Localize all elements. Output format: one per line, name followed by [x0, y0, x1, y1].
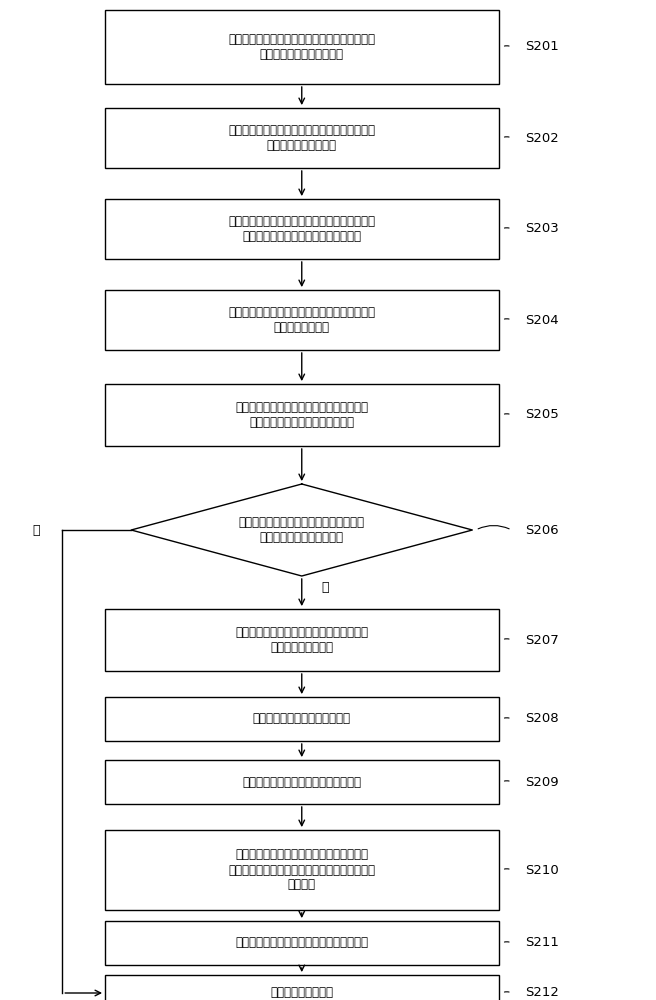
- Text: S211: S211: [525, 936, 559, 950]
- Text: 接收机获得该第一输出信号序列的模值: 接收机获得该第一输出信号序列的模值: [242, 776, 361, 788]
- Bar: [105, 108, 499, 168]
- Bar: [105, 384, 499, 446]
- Text: 通过公式得到第二输出信号序列: 通过公式得到第二输出信号序列: [253, 712, 351, 726]
- Text: 接收机根据该卫星信号矩阵通过自适应调零
算法得到调零权向量: 接收机根据该卫星信号矩阵通过自适应调零 算法得到调零权向量: [236, 626, 368, 654]
- Bar: [105, 609, 499, 671]
- Text: 接收机根据该第一合成卫星信号序列进行
定位，并确定定位是否成功: 接收机根据该第一合成卫星信号序列进行 定位，并确定定位是否成功: [239, 516, 365, 544]
- Text: 接收机通过公式对该接收的多个导航卫星发
送的卫星信号进行合成运算，得到第二合成卫星
信号序列: 接收机通过公式对该接收的多个导航卫星发 送的卫星信号进行合成运算，得到第二合成卫…: [228, 848, 375, 892]
- Bar: [105, 921, 499, 965]
- Text: 否: 否: [321, 581, 329, 594]
- Text: S203: S203: [525, 223, 558, 235]
- Text: S212: S212: [525, 986, 559, 1000]
- Text: 接收机根据预设卫星星历获取该多个导航卫星相
对于该天线阵列的角度: 接收机根据预设卫星星历获取该多个导航卫星相 对于该天线阵列的角度: [228, 124, 375, 152]
- Bar: [105, 290, 499, 350]
- Text: 接收机根据第二合成卫星序列进行卫星定位: 接收机根据第二合成卫星序列进行卫星定位: [236, 936, 368, 950]
- Text: 通过公式对该第一输出信号序列进行合成运
算，得到该第一合成卫星信号序列: 通过公式对该第一输出信号序列进行合成运 算，得到该第一合成卫星信号序列: [236, 401, 368, 429]
- Text: 接收机通过天线阵列接收多个导航卫星发送的卫
星信号，生成卫星信号矩阵: 接收机通过天线阵列接收多个导航卫星发送的卫 星信号，生成卫星信号矩阵: [228, 33, 375, 61]
- Bar: [105, 10, 499, 84]
- Text: S210: S210: [525, 863, 558, 876]
- Text: 是: 是: [32, 524, 40, 536]
- Text: S206: S206: [525, 524, 558, 536]
- Text: S204: S204: [525, 314, 558, 326]
- Text: S209: S209: [525, 776, 558, 788]
- Text: 接收机得到位置信息: 接收机得到位置信息: [270, 986, 333, 1000]
- Text: 接收机根据该角度通过波束形成算法得到该多个
导航卫星发送的卫星信号对应的权向量: 接收机根据该角度通过波束形成算法得到该多个 导航卫星发送的卫星信号对应的权向量: [228, 215, 375, 243]
- Bar: [105, 199, 499, 259]
- Text: S207: S207: [525, 634, 558, 647]
- Polygon shape: [131, 484, 472, 576]
- Text: S202: S202: [525, 131, 558, 144]
- Bar: [105, 975, 499, 1000]
- Text: 接收机将该权向量与该卫星信号矩阵相乘得到该
第一输出信号序列: 接收机将该权向量与该卫星信号矩阵相乘得到该 第一输出信号序列: [228, 306, 375, 334]
- Text: S201: S201: [525, 40, 558, 53]
- Text: S208: S208: [525, 712, 558, 726]
- Bar: [105, 760, 499, 804]
- Bar: [105, 830, 499, 910]
- Text: S205: S205: [525, 408, 558, 422]
- Bar: [105, 697, 499, 741]
